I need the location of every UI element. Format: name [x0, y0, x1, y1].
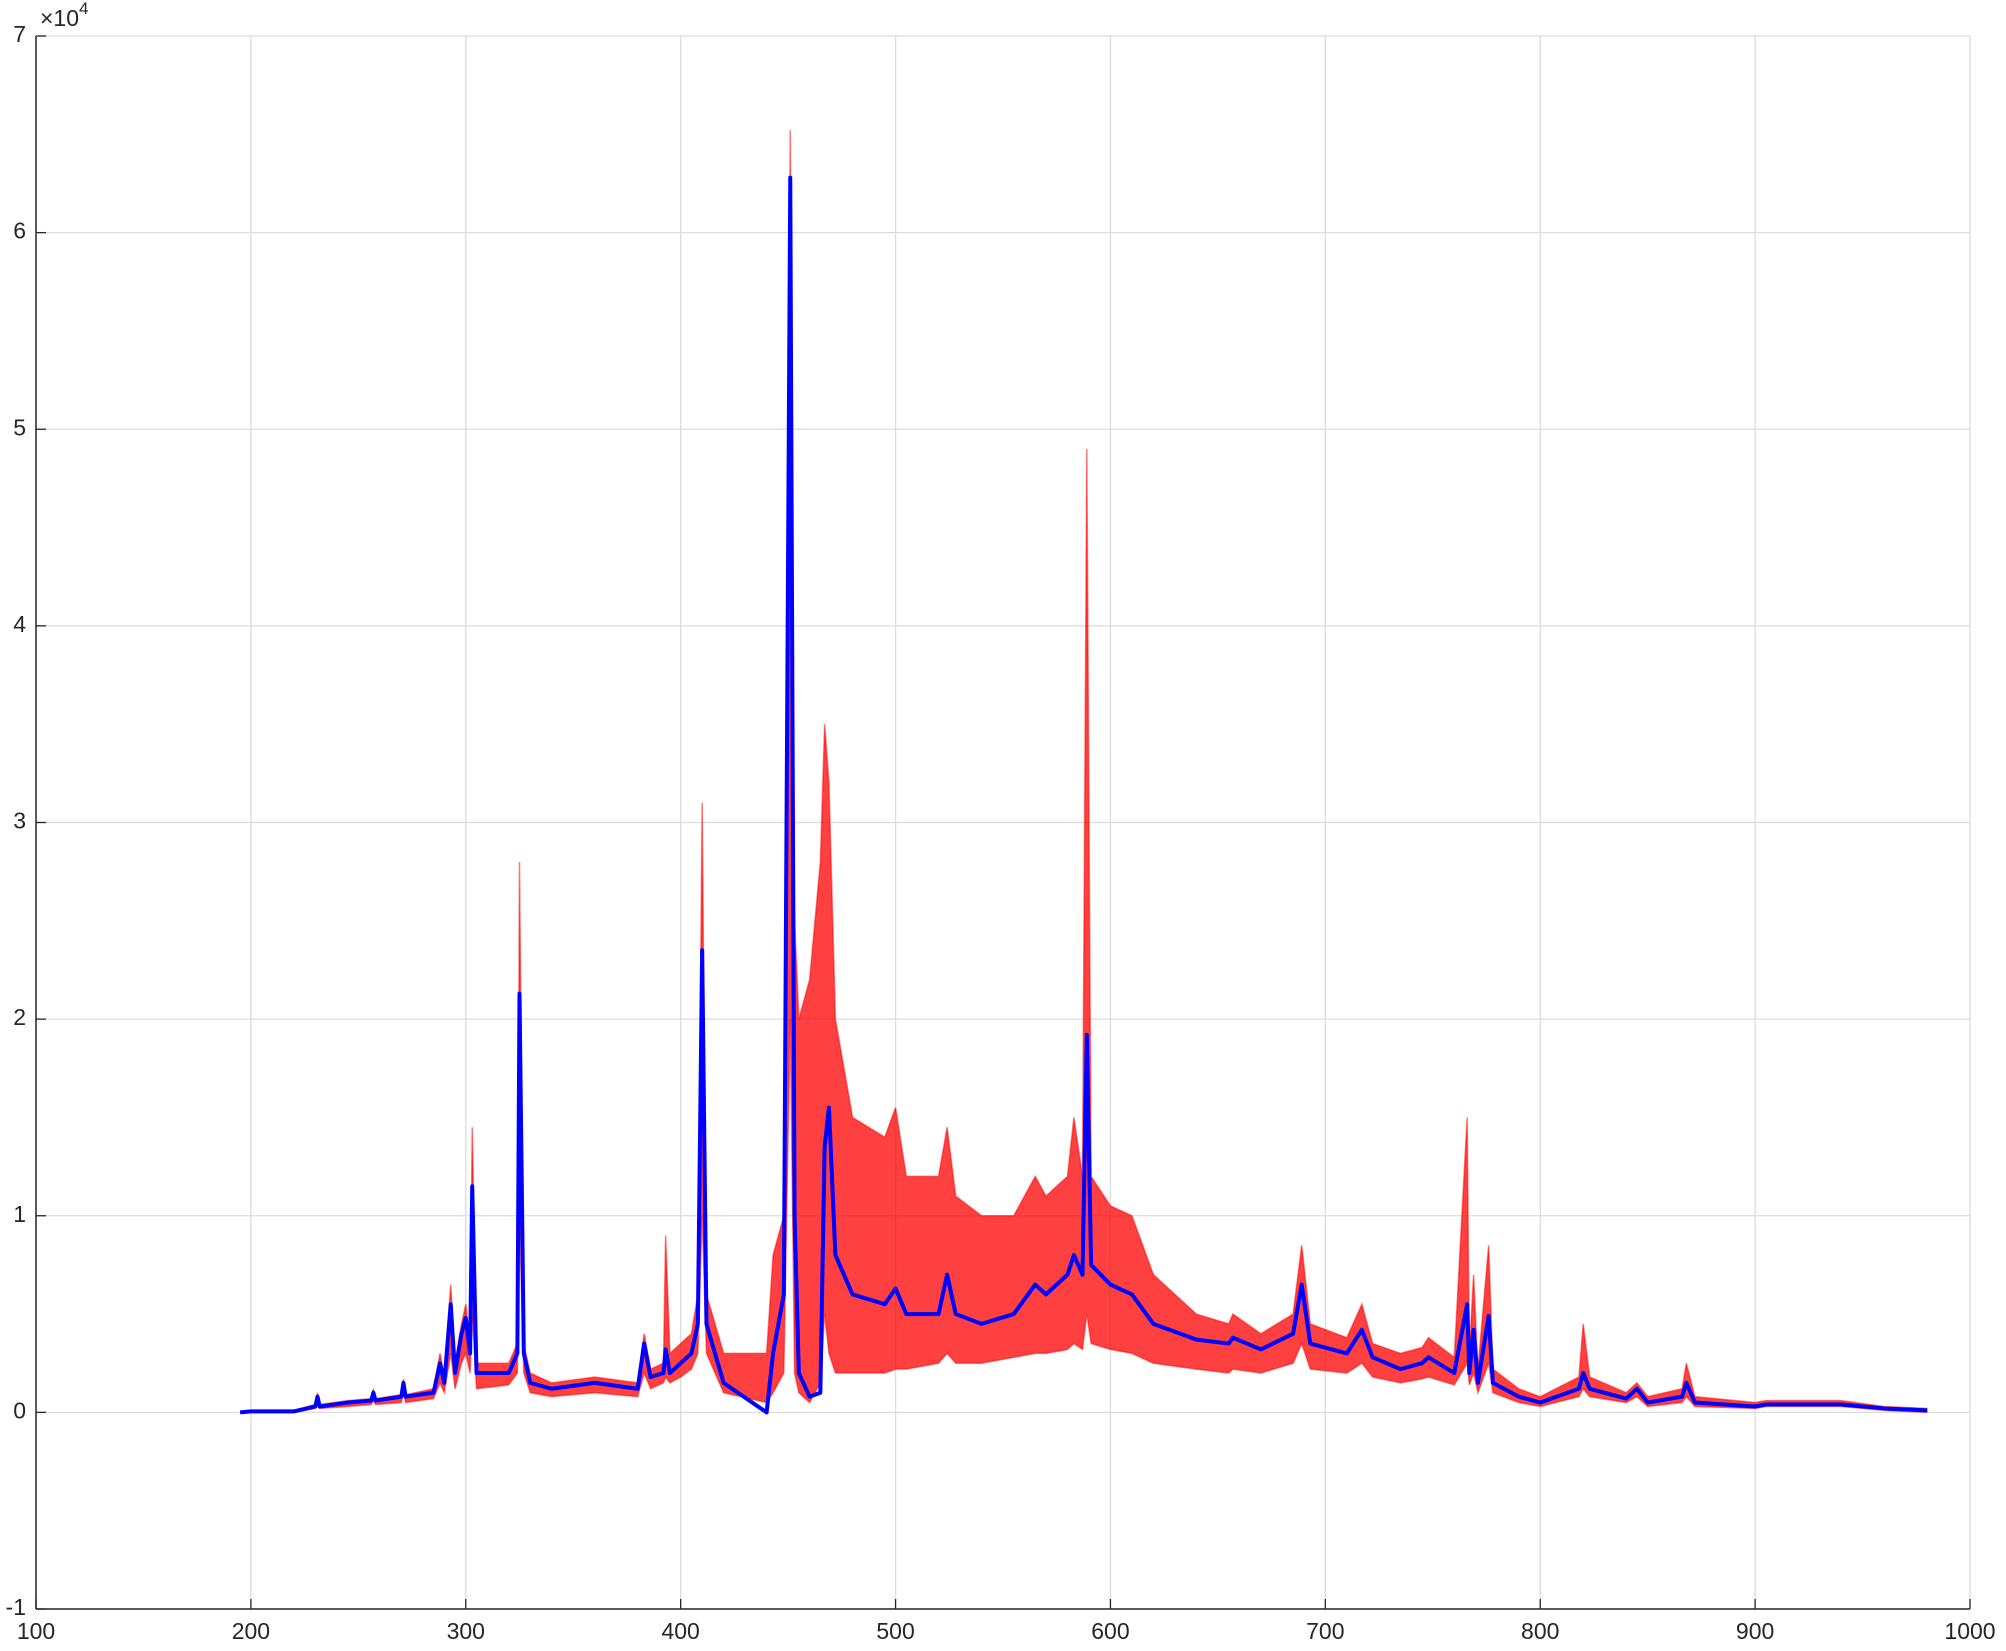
- y-tick-label: 3: [13, 808, 26, 834]
- x-tick-label: 300: [447, 1618, 485, 1644]
- x-tick-label: 700: [1306, 1618, 1344, 1644]
- y-tick-label: 7: [13, 21, 26, 47]
- y-tick-label: 6: [13, 218, 26, 244]
- x-tick-label: 500: [876, 1618, 914, 1644]
- y-tick-label: 2: [13, 1004, 26, 1030]
- y-tick-label: -1: [6, 1594, 26, 1620]
- y-tick-label: 1: [13, 1201, 26, 1227]
- y-tick-label: 5: [13, 414, 26, 440]
- y-tick-label: 4: [13, 611, 26, 637]
- y-multiplier: ×104: [40, 0, 88, 31]
- x-tick-label: 1000: [1944, 1618, 1995, 1644]
- y-multiplier-exponent: 4: [79, 0, 88, 18]
- x-tick-label: 600: [1091, 1618, 1129, 1644]
- x-tick-label: 900: [1736, 1618, 1774, 1644]
- x-tick-label: 200: [232, 1618, 270, 1644]
- y-tick-label: 0: [13, 1397, 26, 1423]
- mean-line: [239, 175, 1928, 1415]
- x-tick-label: 100: [17, 1618, 55, 1644]
- x-tick-label: 400: [661, 1618, 699, 1644]
- y-multiplier-base: ×10: [40, 5, 79, 31]
- x-tick-label: 800: [1521, 1618, 1559, 1644]
